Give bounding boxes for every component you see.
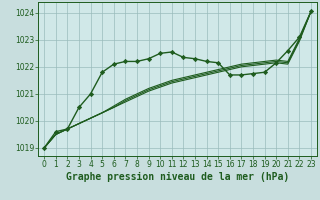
X-axis label: Graphe pression niveau de la mer (hPa): Graphe pression niveau de la mer (hPa)	[66, 172, 289, 182]
